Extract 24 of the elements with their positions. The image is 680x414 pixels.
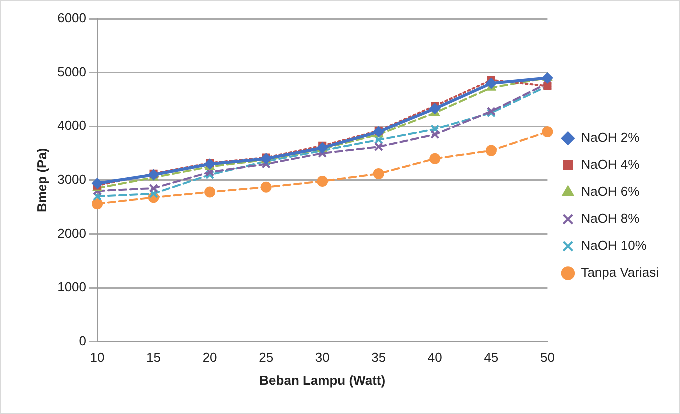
y-tick-label: 0: [79, 333, 87, 348]
x-tick-label: 30: [315, 350, 330, 366]
x-tick-label: 50: [540, 350, 555, 366]
legend-label: NaOH 6%: [581, 184, 640, 200]
x-axis-title: Beban Lampu (Watt): [260, 372, 386, 388]
y-tick-label: 6000: [58, 10, 87, 26]
x-tick-label: 45: [484, 350, 499, 366]
x-tick-label: 40: [428, 350, 442, 366]
y-tick-label: 3000: [58, 172, 87, 187]
x-tick-label: 25: [259, 350, 274, 366]
y-tick-label: 5000: [58, 64, 87, 80]
x-tick-label: 10: [90, 350, 105, 366]
legend-label: Tanpa Variasi: [581, 265, 660, 280]
legend-label: NaOH 4%: [581, 157, 640, 172]
y-tick-label: 1000: [58, 280, 87, 295]
y-tick-label: 4000: [58, 118, 87, 134]
y-axis-title: Bmep (Pa): [34, 148, 50, 213]
legend-label: NaOH 8%: [581, 211, 640, 226]
x-tick-label: 20: [202, 350, 218, 366]
legend-label: NaOH 2%: [581, 130, 640, 146]
x-tick-label: 15: [146, 350, 162, 366]
x-tick-label: 35: [372, 350, 386, 366]
y-tick-label: 2000: [58, 226, 87, 241]
legend-label: NaOH 10%: [581, 238, 648, 254]
